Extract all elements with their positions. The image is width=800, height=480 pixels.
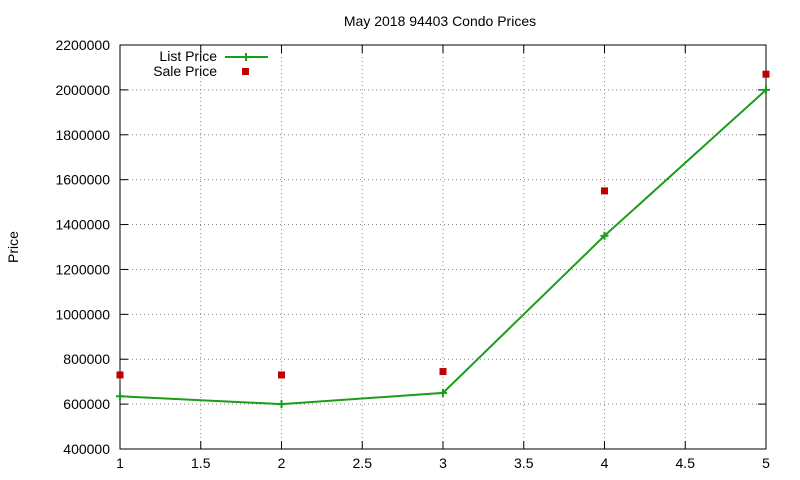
x-tick-label: 4.5 [676, 455, 696, 471]
grid-lines [120, 45, 766, 449]
x-tick-label: 1 [116, 455, 124, 471]
y-tick-label: 1000000 [55, 306, 110, 322]
legend-marker-sale-price [242, 68, 249, 75]
data-point-sale-price [762, 70, 770, 78]
chart-title: May 2018 94403 Condo Prices [344, 13, 536, 29]
x-tick-label: 5 [762, 455, 770, 471]
y-tick-label: 400000 [63, 441, 110, 457]
x-tick-label: 2.5 [353, 455, 373, 471]
data-series [116, 70, 770, 409]
data-point-list-price [116, 392, 124, 401]
y-tick-label: 1800000 [55, 127, 110, 143]
legend-label-list-price: List Price [159, 48, 217, 64]
y-tick-label: 2000000 [55, 82, 110, 98]
data-point-sale-price [439, 368, 447, 376]
data-point-list-price [277, 400, 286, 409]
data-point-sale-price [278, 371, 285, 379]
legend: List Price Sale Price [153, 48, 268, 79]
y-tick-label: 2200000 [55, 37, 110, 53]
y-tick-label: 800000 [63, 351, 110, 367]
y-tick-labels: 400000 600000 800000 1000000 1200000 1400000 1… [55, 37, 110, 457]
legend-plus-glyph [242, 53, 250, 61]
y-axis-label: Price [5, 231, 21, 263]
y-tick-label: 1600000 [55, 172, 110, 188]
x-tick-label: 4 [601, 455, 609, 471]
x-tick-label: 3 [439, 455, 447, 471]
y-tick-label: 1200000 [55, 261, 110, 277]
x-tick-label: 3.5 [514, 455, 534, 471]
legend-marker-list-price [242, 53, 250, 61]
axis-ticks [119, 44, 767, 450]
x-tick-label: 2 [278, 455, 286, 471]
x-tick-labels: 1 1.5 2 2.5 3 3.5 4 4.5 5 [116, 455, 770, 471]
data-point-sale-price [116, 371, 124, 379]
x-tick-label: 1.5 [191, 455, 211, 471]
data-point-list-price [439, 388, 447, 397]
data-point-list-price [600, 231, 609, 240]
data-point-list-price [762, 85, 770, 94]
y-tick-label: 600000 [63, 396, 110, 412]
data-point-sale-price [601, 187, 608, 195]
legend-label-sale-price: Sale Price [153, 63, 217, 79]
y-tick-label: 1400000 [55, 217, 110, 233]
